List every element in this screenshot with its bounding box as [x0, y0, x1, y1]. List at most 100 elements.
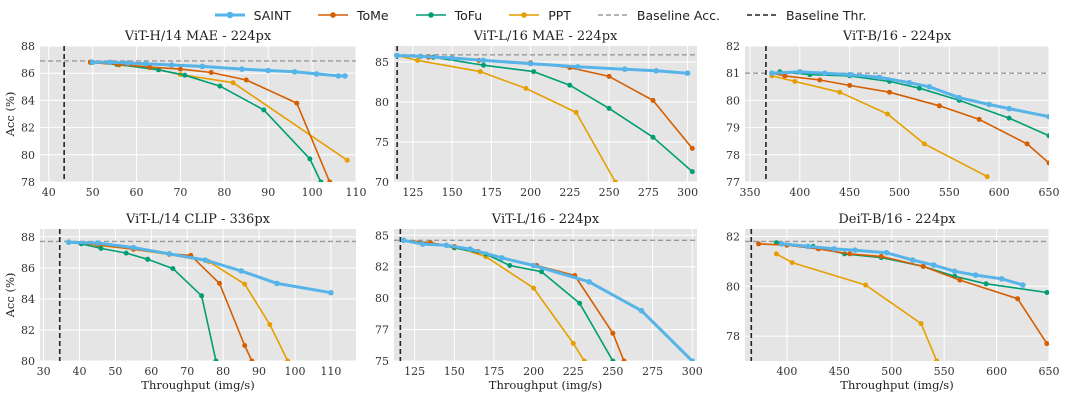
data-point-tofu — [531, 69, 537, 75]
x-tick-label: 400 — [789, 186, 810, 199]
x-tick-label: 600 — [986, 365, 1007, 378]
x-tick-label: 100 — [284, 365, 305, 378]
chart-panel-vit-h-14-mae-224px: ViT-H/14 MAE - 224px 40 50 60 70 80 90 100 110 78… — [3, 29, 367, 199]
data-point-tofu — [307, 156, 313, 162]
y-tick-label: 86 — [21, 67, 35, 80]
data-point-saint — [239, 66, 245, 72]
data-point-saint — [449, 55, 455, 61]
data-point-tome — [847, 82, 853, 88]
data-point-saint — [168, 62, 175, 68]
legend-label: Baseline Acc. — [636, 7, 720, 23]
data-point-ppt — [837, 89, 843, 95]
data-point-saint — [65, 239, 72, 245]
data-point-saint — [846, 71, 853, 78]
y-tick-label: 85 — [375, 229, 389, 242]
data-point-saint — [313, 71, 320, 77]
data-point-saint — [852, 247, 858, 253]
data-point-tofu — [213, 358, 219, 361]
data-point-saint — [951, 268, 958, 275]
x-tick-label: 60 — [144, 365, 158, 378]
chart-title: ViT-L/16 MAE - 224px — [473, 29, 618, 44]
chart-title: DeiT-B/16 - 224px — [838, 212, 956, 227]
x-tick-label: 150 — [444, 365, 465, 378]
legend-item-tome: ToMe — [317, 8, 389, 23]
x-axis-label: Throughput (img/s) — [141, 378, 254, 392]
legend-marker — [427, 12, 434, 18]
data-point-saint — [394, 52, 400, 59]
y-tick-label: 75 — [375, 136, 389, 149]
x-axis-label: Throughput (img/s) — [840, 378, 953, 392]
data-point-tome — [621, 358, 627, 361]
x-tick-label: 500 — [889, 186, 910, 199]
data-point-saint — [142, 60, 149, 67]
data-point-tofu — [539, 269, 544, 275]
legend-marker — [226, 11, 233, 19]
data-point-saint — [906, 79, 913, 86]
y-tick-label: 75 — [375, 355, 389, 368]
data-point-saint — [653, 68, 659, 74]
data-point-tome — [177, 66, 183, 72]
data-point-saint — [684, 70, 691, 76]
data-point-tome — [217, 280, 222, 286]
data-point-tofu — [1006, 115, 1012, 121]
data-point-tofu — [916, 85, 922, 91]
legend-swatch — [746, 14, 777, 16]
x-tick-label: 250 — [599, 186, 620, 199]
data-point-tome — [1024, 141, 1030, 147]
legend-item-saint: SAINT — [214, 8, 291, 23]
data-point-tofu — [983, 281, 989, 287]
data-point-tome — [689, 145, 695, 151]
legend-swatch — [509, 12, 540, 18]
data-point-ppt — [415, 57, 420, 63]
x-tick-label: 80 — [217, 186, 231, 199]
x-tick-label: 80 — [216, 365, 230, 378]
data-point-saint — [769, 70, 775, 76]
data-point-ppt — [267, 322, 273, 327]
x-tick-label: 275 — [638, 186, 659, 199]
chart-panel-vit-l-16-224px: ViT-L/16 - 224px 125 150 175 200 225 250 275 300… — [375, 212, 703, 392]
data-point-tome — [887, 89, 892, 95]
data-point-tofu — [170, 266, 176, 272]
data-point-saint — [335, 73, 342, 79]
x-tick-label: 550 — [934, 365, 955, 378]
x-tick-label: 200 — [523, 365, 544, 378]
plot-background — [394, 46, 697, 182]
x-tick-label: 275 — [642, 365, 663, 378]
data-point-ppt — [581, 358, 587, 361]
data-point-ppt — [531, 285, 537, 291]
plot-area — [745, 229, 1049, 361]
data-point-ppt — [344, 157, 350, 163]
data-point-tofu — [123, 250, 129, 256]
data-point-saint — [530, 262, 537, 269]
legend-label: ToMe — [356, 7, 389, 23]
x-tick-label: 90 — [252, 365, 266, 378]
x-tick-label: 70 — [180, 365, 194, 378]
data-point-saint — [586, 279, 592, 285]
x-tick-label: 550 — [939, 186, 960, 199]
x-tick-label: 300 — [682, 365, 703, 378]
data-point-saint — [956, 94, 963, 101]
data-point-tofu — [318, 179, 324, 182]
y-tick-label: 80 — [726, 280, 740, 293]
data-point-saint — [202, 257, 208, 263]
data-point-tofu — [577, 300, 583, 306]
x-tick-label: 175 — [481, 186, 502, 199]
data-point-tome — [650, 97, 656, 103]
x-tick-label: 30 — [37, 365, 51, 378]
data-point-tofu — [98, 245, 104, 251]
data-point-saint — [328, 289, 334, 296]
data-point-saint — [265, 67, 272, 74]
data-point-ppt — [792, 78, 798, 84]
chart-title: ViT-L/16 - 224px — [491, 212, 600, 227]
data-point-saint — [972, 272, 979, 278]
legend-label: PPT — [548, 7, 571, 23]
x-tick-label: 300 — [677, 186, 698, 199]
data-point-tome — [1015, 296, 1021, 302]
x-tick-label: 650 — [1039, 186, 1060, 199]
series-saint — [394, 52, 691, 76]
plot-area — [394, 229, 697, 361]
plot-area — [394, 46, 697, 182]
data-point-tofu — [507, 263, 513, 268]
data-point-tofu — [650, 134, 656, 140]
